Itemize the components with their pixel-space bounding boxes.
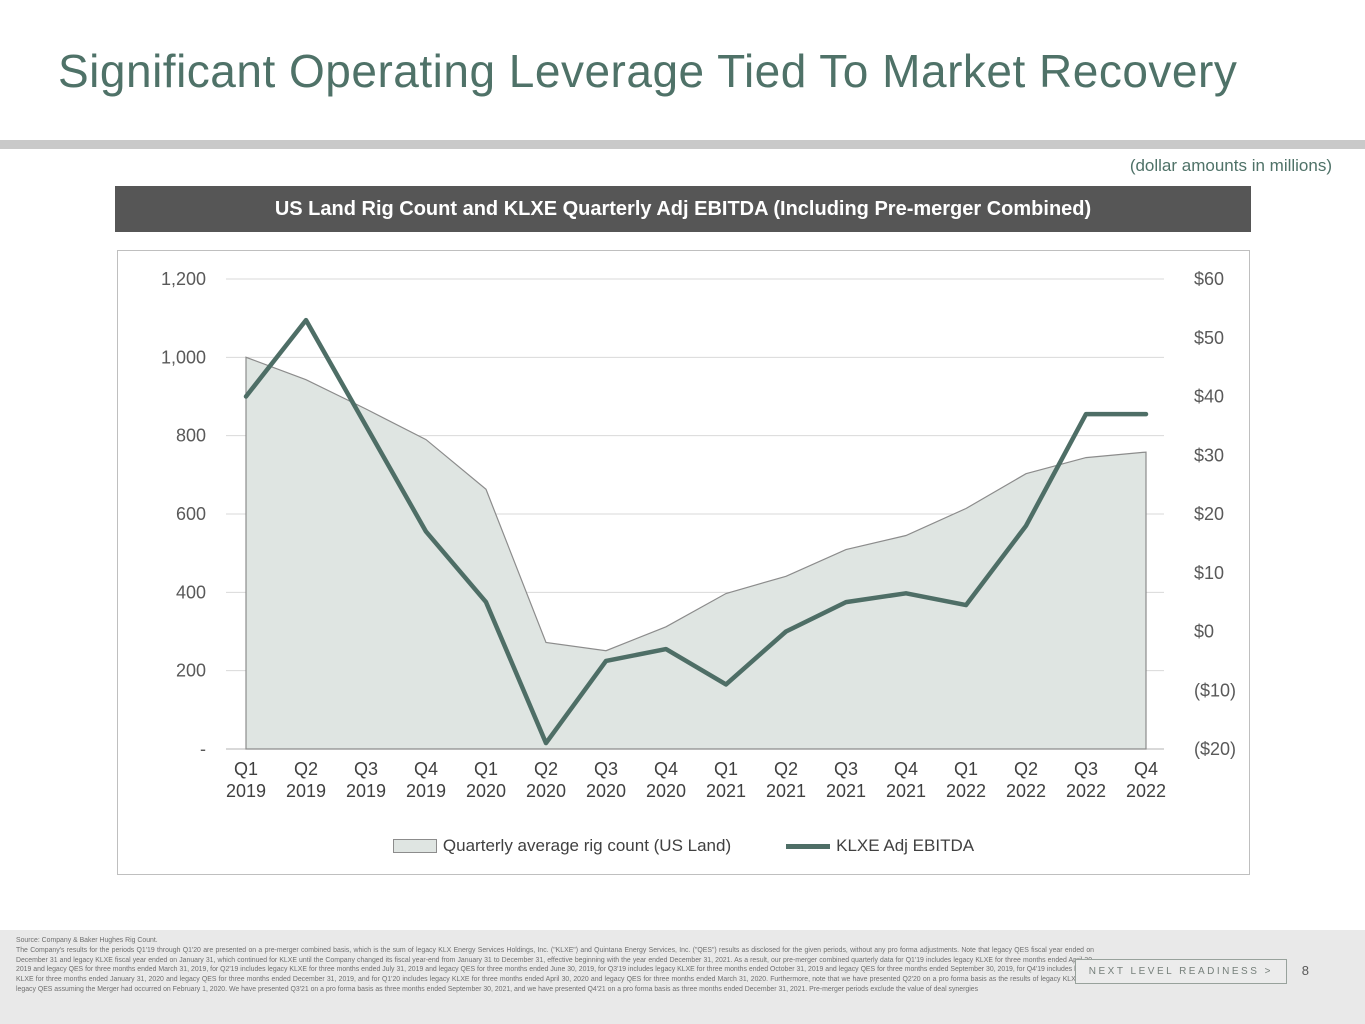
- x-axis-year-label: 2019: [406, 781, 446, 801]
- legend-label-ebitda: KLXE Adj EBITDA: [836, 836, 975, 855]
- x-axis-quarter-label: Q1: [954, 759, 978, 779]
- footer-strip: Source: Company & Baker Hughes Rig Count…: [0, 930, 1365, 1024]
- x-axis-quarter-label: Q4: [654, 759, 678, 779]
- x-axis-year-label: 2019: [226, 781, 266, 801]
- source-notes: Source: Company & Baker Hughes Rig Count…: [16, 936, 1094, 995]
- left-axis-tick: 800: [176, 426, 206, 446]
- x-axis-year-label: 2019: [286, 781, 326, 801]
- x-axis-quarter-label: Q3: [834, 759, 858, 779]
- legend-item-ebitda: KLXE Adj EBITDA: [786, 836, 974, 856]
- x-axis-year-label: 2021: [826, 781, 866, 801]
- legend-item-rig-count: Quarterly average rig count (US Land): [392, 836, 732, 856]
- right-axis-tick: $60: [1194, 269, 1224, 289]
- slide-title: Significant Operating Leverage Tied To M…: [58, 45, 1238, 97]
- legend-label-rig-count: Quarterly average rig count (US Land): [442, 836, 732, 855]
- next-level-readiness-badge: NEXT LEVEL READINESS >: [1074, 959, 1287, 984]
- source-line: Source: Company & Baker Hughes Rig Count…: [16, 937, 158, 944]
- chart-container: 1,200 1,000 800 600 400 200 - $60 $50 $40 $30 $20 $1…: [117, 250, 1250, 875]
- left-axis-tick: 1,200: [161, 269, 206, 289]
- right-axis-tick: $0: [1194, 622, 1214, 642]
- x-axis-quarter-label: Q1: [234, 759, 258, 779]
- x-axis-year-label: 2020: [646, 781, 686, 801]
- chart-banner: US Land Rig Count and KLXE Quarterly Adj…: [115, 186, 1251, 232]
- right-axis-tick: $30: [1194, 445, 1224, 465]
- x-axis-quarter-label: Q4: [1134, 759, 1158, 779]
- left-axis-tick: 200: [176, 661, 206, 681]
- right-axis-tick: $10: [1194, 563, 1224, 583]
- disclosure-text: The Company's results for the periods Q1…: [16, 946, 1094, 993]
- left-axis-tick: 1,000: [161, 347, 206, 367]
- page-number: 8: [1301, 963, 1309, 978]
- left-axis-tick: -: [200, 739, 206, 759]
- x-axis-quarter-label: Q1: [474, 759, 498, 779]
- left-axis-tick: 600: [176, 504, 206, 524]
- x-axis-year-label: 2022: [1066, 781, 1106, 801]
- x-axis-year-label: 2020: [586, 781, 626, 801]
- x-axis-quarter-label: Q2: [1014, 759, 1038, 779]
- left-axis-tick: 400: [176, 582, 206, 602]
- x-axis-year-label: 2021: [886, 781, 926, 801]
- x-axis-year-label: 2020: [526, 781, 566, 801]
- x-axis-quarter-label: Q1: [714, 759, 738, 779]
- x-axis-quarter-label: Q2: [534, 759, 558, 779]
- right-axis-tick: $40: [1194, 387, 1224, 407]
- right-axis-tick: ($20): [1194, 739, 1236, 759]
- x-axis-quarter-label: Q3: [594, 759, 618, 779]
- right-axis-tick: ($10): [1194, 680, 1236, 700]
- area-swatch-icon: [392, 839, 437, 853]
- x-axis-year-label: 2022: [1006, 781, 1046, 801]
- x-axis-year-label: 2022: [946, 781, 986, 801]
- x-axis-quarter-label: Q3: [354, 759, 378, 779]
- x-axis-quarter-label: Q3: [1074, 759, 1098, 779]
- ebitda-line-series: [243, 317, 1149, 746]
- x-axis-year-label: 2022: [1126, 781, 1166, 801]
- x-axis-quarter-label: Q2: [774, 759, 798, 779]
- chart-legend: Quarterly average rig count (US Land) KL…: [118, 836, 1249, 856]
- combo-chart: 1,200 1,000 800 600 400 200 - $60 $50 $40 $30 $20 $1…: [161, 269, 1236, 801]
- chart-banner-text: US Land Rig Count and KLXE Quarterly Adj…: [274, 197, 1092, 220]
- rig-count-area-series: [245, 356, 1147, 750]
- x-axis-quarter-label: Q2: [294, 759, 318, 779]
- line-swatch-icon: [786, 843, 831, 849]
- units-note: (dollar amounts in millions): [1129, 156, 1332, 175]
- right-axis-tick: $50: [1194, 328, 1224, 348]
- right-axis-tick: $20: [1194, 504, 1224, 524]
- x-axis-year-label: 2020: [466, 781, 506, 801]
- header-divider: [0, 140, 1365, 149]
- x-axis-year-label: 2019: [346, 781, 386, 801]
- x-axis-quarter-label: Q4: [414, 759, 438, 779]
- x-axis-year-label: 2021: [766, 781, 806, 801]
- x-axis-quarter-label: Q4: [894, 759, 918, 779]
- x-axis-year-label: 2021: [706, 781, 746, 801]
